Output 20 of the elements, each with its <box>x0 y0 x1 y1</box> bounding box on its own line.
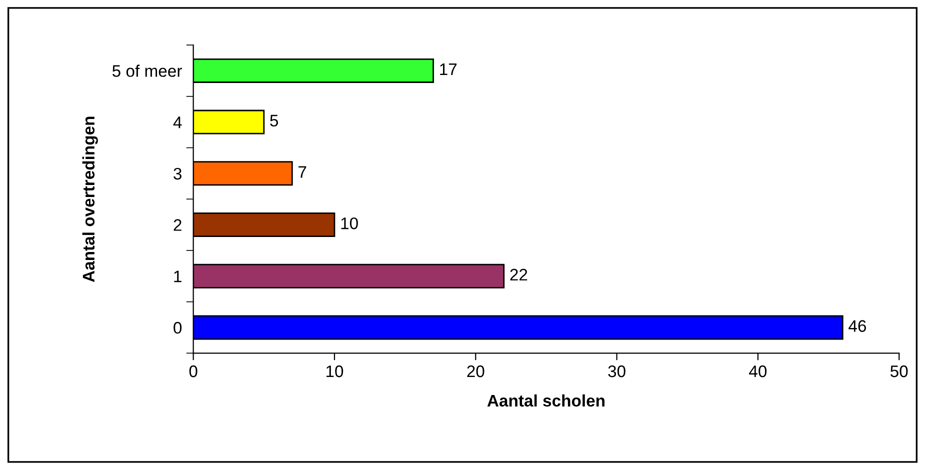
data-label: 5 <box>270 114 278 127</box>
x-axis-title: Aantal scholen <box>487 394 604 407</box>
data-label: 10 <box>341 217 358 230</box>
y-tick-label: 3 <box>174 168 182 180</box>
y-tick-label: 5 of meer <box>112 64 182 77</box>
x-tick-label: 50 <box>890 365 908 378</box>
y-tick-label: 4 <box>173 116 182 128</box>
data-label: 7 <box>298 166 306 178</box>
data-label: 17 <box>440 64 457 76</box>
data-label: 46 <box>848 320 866 332</box>
x-tick-label: 10 <box>326 365 344 378</box>
x-tick-label: 0 <box>189 365 198 378</box>
y-axis-title: Aantal overtredingen <box>82 116 98 282</box>
x-tick-label: 40 <box>749 365 767 378</box>
y-tick-label: 0 <box>174 322 182 334</box>
y-tick-label: 2 <box>174 219 182 231</box>
x-tick-label: 20 <box>467 365 484 378</box>
data-label: 22 <box>510 268 528 280</box>
x-tick-label: 30 <box>608 365 626 378</box>
y-tick-label: 1 <box>174 270 182 282</box>
